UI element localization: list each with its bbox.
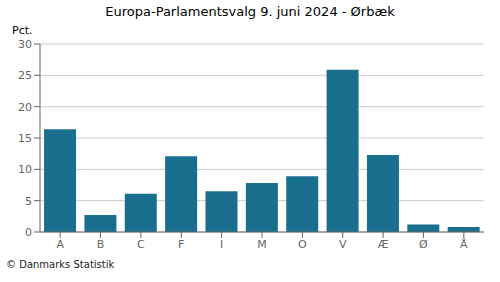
- svg-text:Ø: Ø: [419, 238, 428, 251]
- html-text:Europa-Parlamentsvalg 9. juni: Europa-Parlamentsvalg 9. juni 2024 - Ørb…: [105, 4, 395, 19]
- svg-text:A: A: [56, 238, 64, 251]
- svg-text:Æ: Æ: [378, 238, 389, 251]
- svg-text:Å: Å: [460, 238, 468, 251]
- svg-text:F: F: [178, 238, 184, 251]
- svg-text:20: 20: [18, 101, 32, 114]
- svg-text:I: I: [220, 238, 223, 251]
- svg-text:B: B: [97, 238, 105, 251]
- svg-text:15: 15: [18, 132, 32, 145]
- svg-text:C: C: [137, 238, 145, 251]
- svg-text:0: 0: [25, 226, 32, 239]
- svg-text:M: M: [257, 238, 267, 251]
- svg-text:V: V: [339, 238, 347, 251]
- svg-text:10: 10: [18, 163, 32, 176]
- svg-text:25: 25: [18, 69, 32, 82]
- svg-text:30: 30: [18, 38, 32, 51]
- svg-text:O: O: [298, 238, 307, 251]
- html-text:© Danmarks Statistik: © Danmarks Statistik: [6, 259, 115, 270]
- svg-text:5: 5: [25, 195, 32, 208]
- html-text:Pct.: Pct.: [12, 24, 33, 37]
